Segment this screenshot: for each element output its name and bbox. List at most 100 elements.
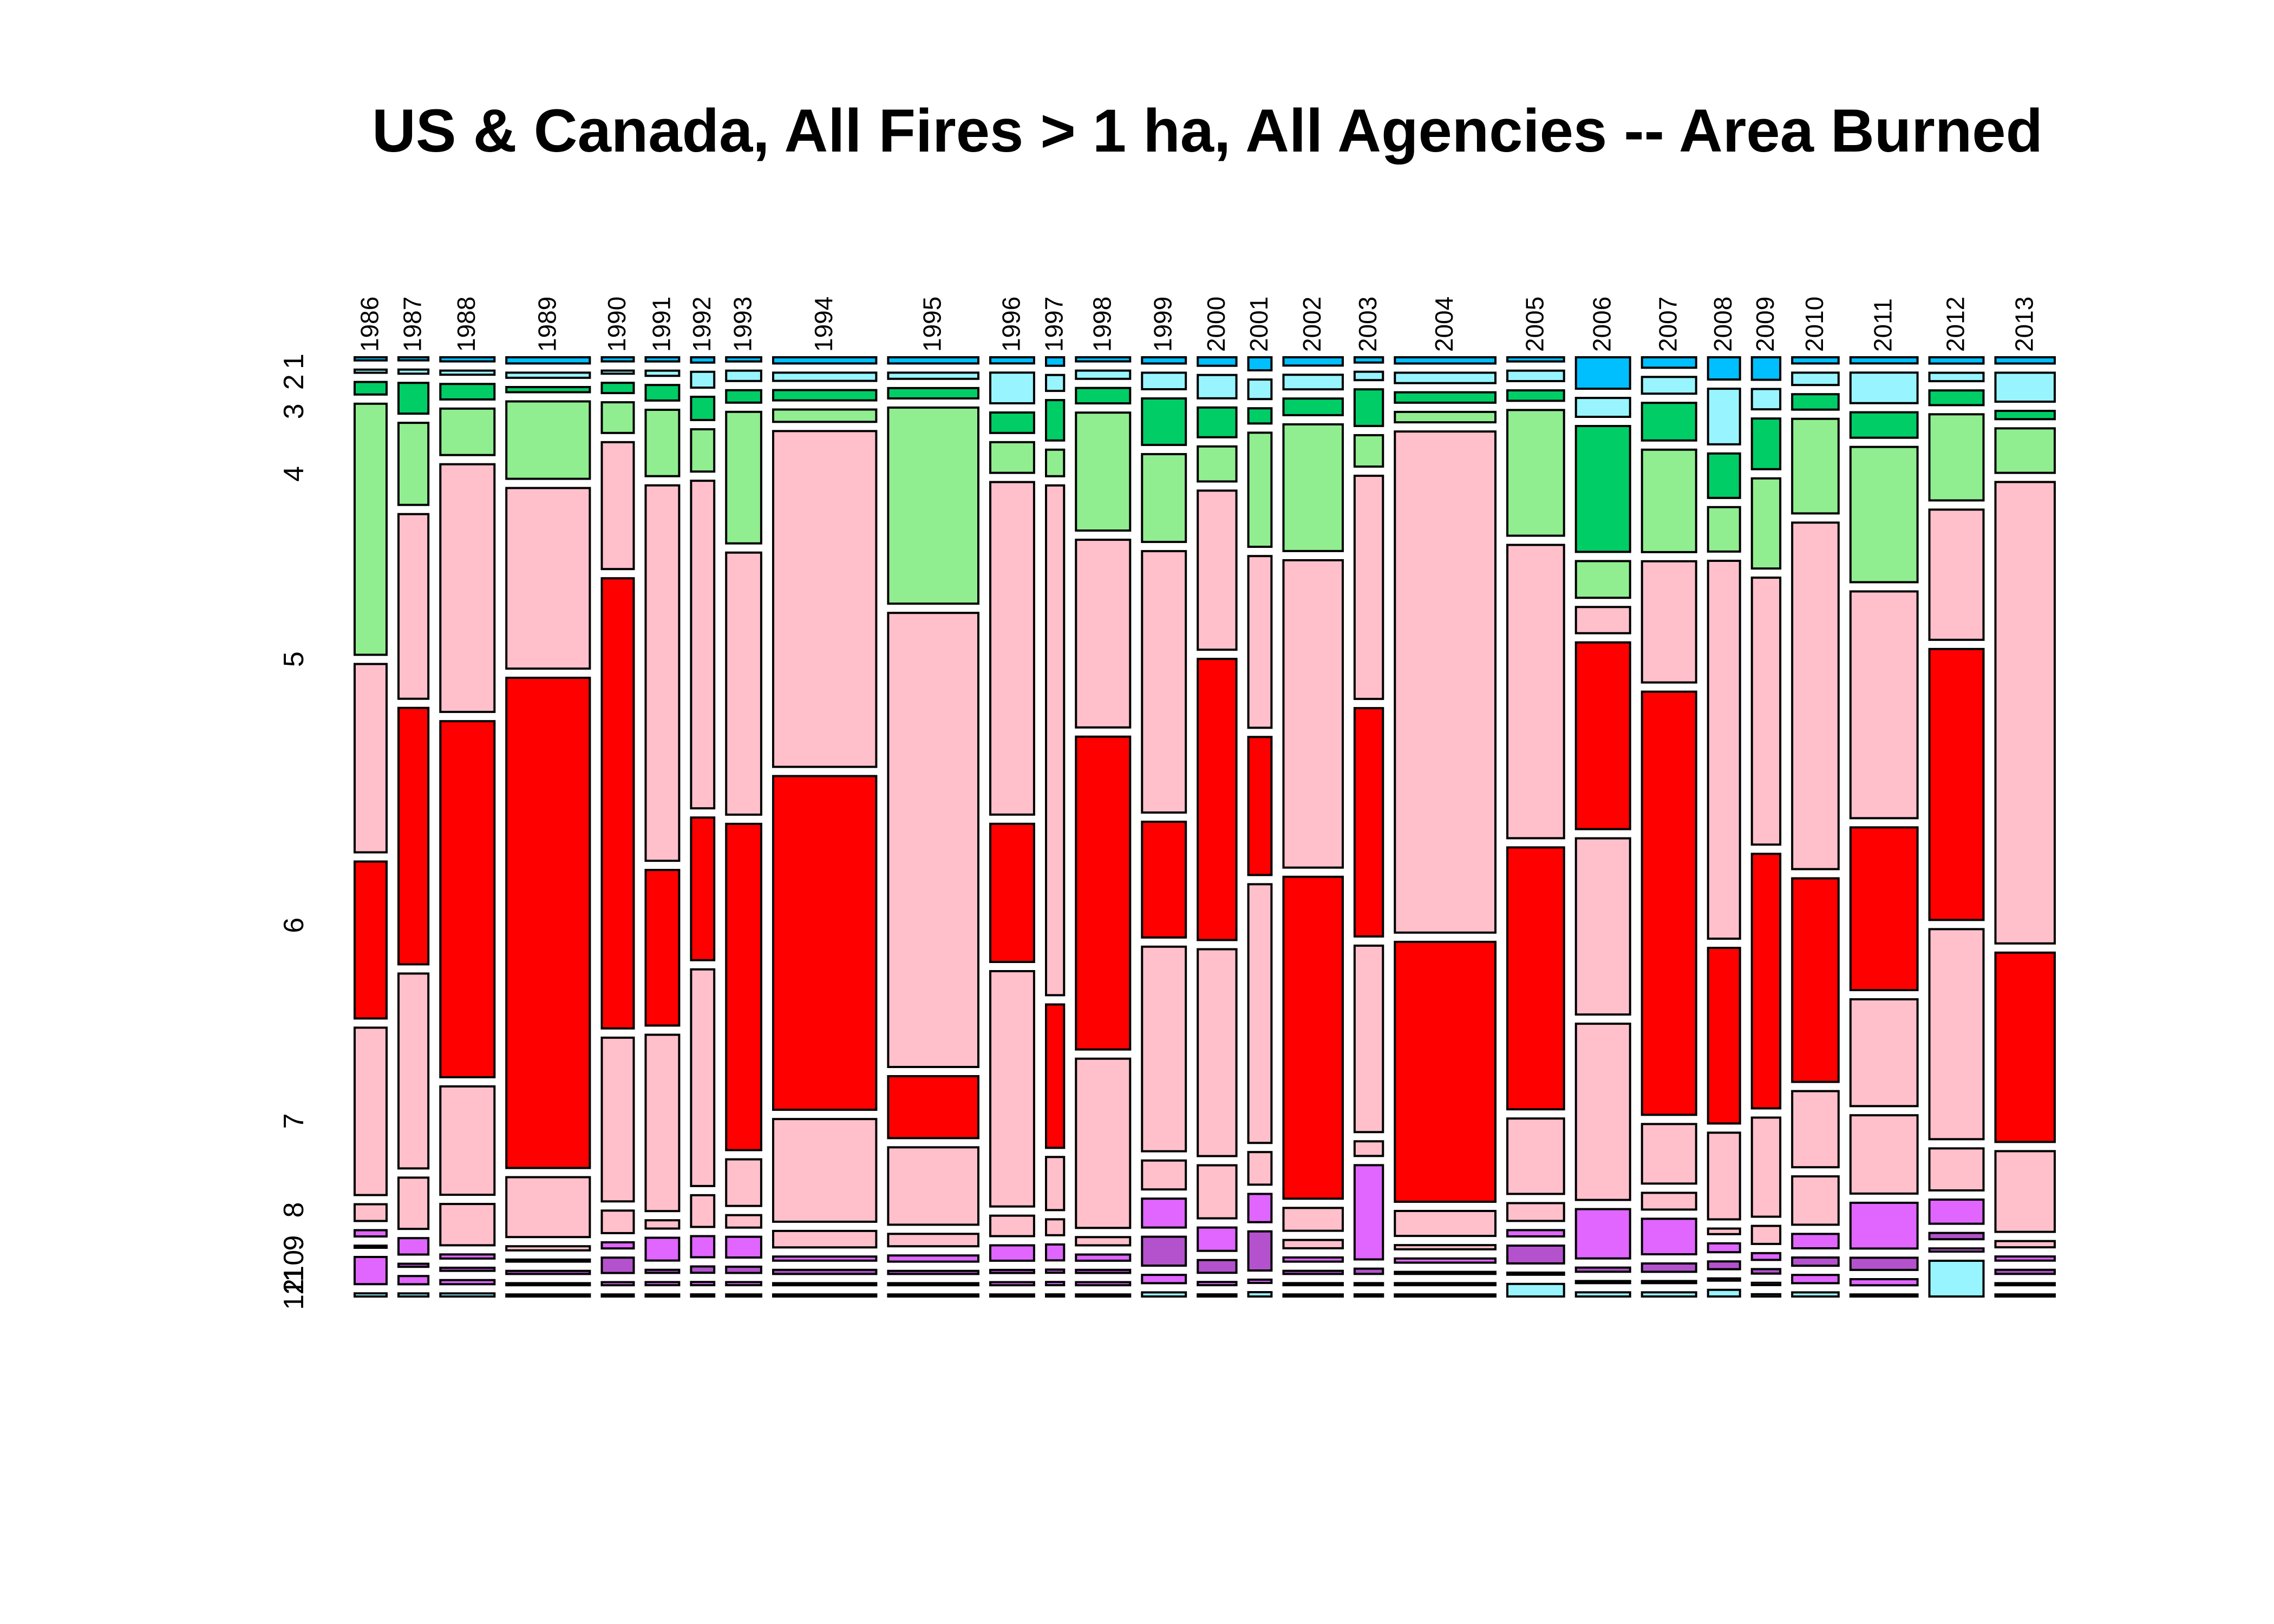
tile-1994-month-5 [772,430,878,768]
tile-1997-month-8 [1045,1218,1066,1236]
tile-2006-month-3 [1574,425,1631,553]
tile-2012-month-11 [1928,1247,1985,1253]
tile-2001-month-8 [1247,1151,1273,1186]
tile-1995-month-2 [887,371,980,380]
year-label-1998: 1998 [1088,297,1116,352]
tile-2006-month-1 [1574,356,1631,390]
tile-2000-month-3 [1197,406,1238,438]
tile-1991-month-5 [644,484,681,862]
tile-1990-month-11 [600,1281,635,1287]
tile-2002-month-5 [1282,559,1344,869]
tile-1997-month-5 [1045,484,1066,997]
tile-2009-month-3 [1750,417,1782,470]
tile-1996-month-1 [989,356,1035,365]
tile-2007-month-5 [1641,560,1697,684]
year-label-1986: 1986 [356,297,384,352]
tile-2008-month-4 [1707,506,1741,553]
tile-1993-month-6 [725,822,762,1151]
tile-2004-month-5 [1394,430,1497,934]
tile-1990-month-7 [600,1036,635,1203]
tile-2009-month-8 [1750,1224,1782,1245]
year-label-2003: 2003 [1354,297,1382,352]
tile-1995-month-1 [887,356,980,365]
tile-2011-month-11 [1849,1278,1919,1287]
tile-2001-month-11 [1247,1278,1273,1284]
tile-1989-month-8 [505,1245,591,1252]
tile-1987-month-7 [397,972,430,1170]
tile-1996-month-5 [989,481,1035,816]
tile-1996-month-9 [989,1244,1035,1262]
tile-1998-month-6 [1075,735,1132,1051]
tile-2000-month-4 [1197,445,1238,483]
tile-1997-month-11 [1045,1281,1066,1287]
tile-2007-month-1 [1641,356,1697,369]
tile-1995-month-3 [887,387,980,400]
tile-2005-month-1 [1506,356,1565,363]
tile-2013-month-8 [1994,1240,2056,1249]
year-label-1989: 1989 [533,297,561,352]
tile-1988-month-5 [439,463,496,713]
mosaic-tiles [354,356,2056,1298]
year-label-1999: 1999 [1149,297,1177,352]
tile-2011-month-12 [1849,1293,1919,1298]
tile-1987-month-6 [397,706,430,966]
tile-1989-month-4 [505,400,591,480]
year-label-2004: 2004 [1430,297,1458,352]
tile-2010-month-5 [1791,521,1840,870]
tile-2011-month-3 [1849,411,1919,439]
tile-2000-month-1 [1197,356,1238,367]
tile-2001-month-9 [1247,1193,1273,1223]
tile-2011-month-8 [1849,1114,1919,1195]
year-label-1995: 1995 [918,297,946,352]
tile-2003-month-5 [1353,474,1384,700]
year-label-1990: 1990 [603,297,631,352]
tile-2004-month-6 [1394,940,1497,1203]
tile-1990-month-6 [600,577,635,1030]
tile-1997-month-4 [1045,448,1066,477]
year-label-2007: 2007 [1654,297,1682,352]
tile-2000-month-8 [1197,1164,1238,1220]
tile-1990-month-12 [600,1293,635,1298]
tile-2005-month-7 [1506,1117,1565,1195]
tile-2012-month-7 [1928,928,1985,1141]
tile-1999-month-2 [1141,371,1187,390]
tile-1993-month-5 [725,551,762,816]
tile-2003-month-3 [1353,388,1384,427]
tile-2000-month-9 [1197,1226,1238,1252]
tile-2003-month-12 [1353,1293,1384,1298]
tile-1987-month-4 [397,422,430,506]
year-label-2012: 2012 [1942,297,1970,352]
year-label-2009: 2009 [1751,297,1779,352]
tile-1988-month-10 [439,1266,496,1272]
tile-1992-month-10 [690,1265,716,1274]
tile-1989-month-12 [505,1293,591,1298]
tile-1994-month-2 [772,371,878,382]
tile-1987-month-11 [397,1275,430,1286]
tile-1991-month-1 [644,356,681,363]
tile-1988-month-1 [439,356,496,363]
tile-2008-month-7 [1707,1131,1741,1221]
tile-1993-month-11 [725,1281,762,1287]
tile-2009-month-11 [1750,1281,1782,1286]
tile-1989-month-10 [505,1269,591,1275]
tile-2003-month-4 [1353,434,1384,468]
tile-1991-month-11 [644,1281,681,1287]
tile-2010-month-1 [1791,356,1840,365]
tile-1997-month-1 [1045,356,1066,367]
tile-1987-month-2 [397,368,430,375]
tile-2001-month-7 [1247,883,1273,1144]
tile-1998-month-10 [1075,1268,1132,1274]
tile-1986-month-4 [354,402,388,656]
tile-1994-month-10 [772,1268,878,1275]
tile-2003-month-10 [1353,1267,1384,1275]
tile-1994-month-3 [772,389,878,402]
tile-1991-month-4 [644,409,681,477]
tile-1986-month-11 [354,1256,388,1286]
year-label-1988: 1988 [452,297,480,352]
tile-2010-month-11 [1791,1274,1840,1285]
tile-1991-month-2 [644,369,681,377]
tile-1989-month-7 [505,1176,591,1239]
tile-2009-month-2 [1750,388,1782,411]
tile-2005-month-3 [1506,389,1565,402]
